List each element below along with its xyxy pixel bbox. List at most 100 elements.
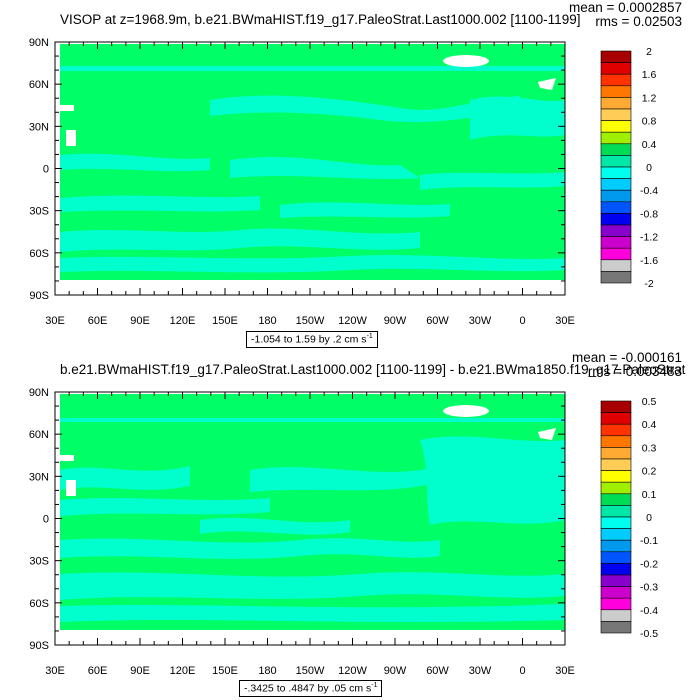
- colorbar-swatch: [600, 236, 632, 249]
- colorbar-swatch: [600, 271, 632, 284]
- panel-1-colorbar: 2 1.6 1.2 0.8 0.4 0 -0.4 -0.8 -1.2 -1.6 -2: [600, 46, 658, 290]
- lon-label: 30W: [469, 315, 492, 327]
- colorbar-swatch: [600, 551, 632, 564]
- colorbar-swatch: [600, 586, 632, 599]
- panel-1: VISOP at z=1968.9m, b.e21.BWmaHIST.f19_g…: [29, 0, 682, 327]
- colorbar-swatch: [600, 563, 632, 576]
- lon-label: 30E: [555, 665, 575, 677]
- panel-1-axes: 90N 60N 30N 0 30S 60S 90S 30E 60E 90E 120E 150E 180 1…: [29, 37, 575, 327]
- colorbar-swatch: [600, 539, 632, 553]
- colorbar-label: -0.4: [640, 605, 658, 617]
- panel-2-rms: rms = 0.003483: [588, 364, 682, 379]
- colorbar-label: -0.8: [640, 208, 658, 220]
- colorbar-label: 0.4: [642, 419, 657, 431]
- lat-label: 90N: [29, 37, 49, 49]
- lon-label: 0: [519, 315, 525, 327]
- colorbar-label: 0.1: [642, 489, 657, 501]
- colorbar-swatch: [600, 574, 632, 587]
- colorbar-swatch: [600, 247, 632, 261]
- colorbar-swatch: [600, 470, 632, 483]
- lat-label: 60N: [29, 79, 49, 91]
- lon-label: 120E: [170, 665, 196, 677]
- colorbar-swatch: [600, 621, 632, 634]
- colorbar-swatch: [600, 155, 632, 168]
- lon-label: 180: [258, 665, 276, 677]
- colorbar-swatch: [600, 400, 632, 413]
- panel-1-rms: rms = 0.02503: [595, 14, 682, 29]
- colorbar-swatch: [600, 505, 632, 518]
- lon-label: 120W: [338, 665, 367, 677]
- colorbar-label: -1.2: [640, 232, 658, 244]
- lon-label: 90E: [130, 665, 150, 677]
- lon-label: 30E: [45, 315, 65, 327]
- lon-label: 30E: [45, 665, 65, 677]
- panel-1-anomaly-bands: [60, 66, 565, 273]
- colorbar-swatch: [600, 213, 632, 226]
- lon-label: 60E: [88, 315, 108, 327]
- colorbar-swatch: [600, 481, 632, 495]
- colorbar-swatch: [600, 189, 632, 203]
- lon-label: 120E: [170, 315, 196, 327]
- lat-label: 30N: [29, 121, 49, 133]
- colorbar-swatch: [600, 50, 632, 63]
- colorbar-label: 0.2: [642, 466, 657, 478]
- colorbar-swatch: [600, 597, 632, 611]
- colorbar-label: 2: [646, 46, 652, 58]
- colorbar-label: 0.4: [642, 139, 657, 151]
- lon-label: 150W: [296, 665, 325, 677]
- lat-label: 30N: [29, 471, 49, 483]
- panel-2-range-text: -.3425 to .4847 by .05 cm s: [244, 682, 372, 695]
- colorbar-label: -1.6: [640, 255, 658, 267]
- lon-label: 90W: [384, 665, 407, 677]
- panel-2-mean: mean = -0.000161: [572, 350, 682, 365]
- lon-label: 90W: [384, 315, 407, 327]
- panel-1-range-label: -1.054 to 1.59 by .2 cm s-1: [246, 331, 378, 348]
- panel-2-map: 90N 60N 30N 0 30S 60S 90S 30E 60E 90E 120E 150E 180 1…: [29, 387, 575, 677]
- colorbar-swatch: [600, 131, 632, 145]
- panel-2-greenland: [443, 405, 489, 417]
- colorbar-label: -0.4: [640, 185, 658, 197]
- panel-2: b.e21.BWmaHIST.f19_g17.PaleoStrat.Last10…: [29, 350, 686, 677]
- colorbar-label: 0.5: [642, 396, 657, 408]
- colorbar-label: -0.2: [640, 558, 658, 570]
- panel-1-range-text: -1.054 to 1.59 by .2 cm s: [251, 333, 367, 346]
- lat-label: 30S: [29, 206, 49, 218]
- colorbar-swatch: [600, 108, 632, 121]
- lon-label: 30W: [469, 665, 492, 677]
- lat-label: 0: [43, 514, 49, 526]
- lon-label: 150E: [212, 315, 238, 327]
- lat-label: 60S: [29, 598, 49, 610]
- panel-1-mean: mean = 0.0002857: [569, 0, 682, 15]
- colorbar-swatch: [600, 143, 632, 156]
- colorbar-label: 0.8: [642, 116, 657, 128]
- colorbar-swatch: [600, 458, 632, 471]
- lon-label: 180: [258, 315, 276, 327]
- colorbar-swatch: [600, 528, 632, 541]
- colorbar-swatch: [600, 609, 632, 622]
- lon-label: 0: [519, 665, 525, 677]
- panel-1-no-data-band: [60, 280, 565, 295]
- colorbar-label: 0: [646, 162, 652, 174]
- lat-label: 90N: [29, 387, 49, 399]
- panel-2-range-unit-exp: -1: [371, 682, 378, 689]
- lon-label: 60E: [88, 665, 108, 677]
- colorbar-label: -2: [644, 278, 653, 290]
- colorbar-swatch: [600, 412, 632, 425]
- colorbar-swatch: [600, 516, 632, 529]
- lat-label: 90S: [29, 290, 49, 302]
- colorbar-label: 1.6: [642, 69, 657, 81]
- colorbar-swatch: [600, 166, 632, 179]
- panel-2-colorbar: 0.5 0.4 0.3 0.2 0.1 0 -0.1 -0.2 -0.3 -0.4 -0.5: [600, 396, 658, 640]
- panel-2-no-data-band: [60, 630, 565, 645]
- colorbar-label: 1.2: [642, 92, 657, 104]
- colorbar-swatch: [600, 201, 632, 214]
- panel-1-map: 90N 60N 30N 0 30S 60S 90S 30E 60E 90E 120E 150E 180 1…: [29, 37, 575, 327]
- colorbar-label: 0: [646, 512, 652, 524]
- colorbar-swatch: [600, 224, 632, 237]
- colorbar-swatch: [600, 62, 632, 75]
- colorbar-swatch: [600, 423, 632, 437]
- colorbar-swatch: [600, 435, 632, 448]
- panel-2-anomaly-bands: [60, 418, 565, 622]
- panel-2-range-label: -.3425 to .4847 by .05 cm s-1: [239, 680, 383, 697]
